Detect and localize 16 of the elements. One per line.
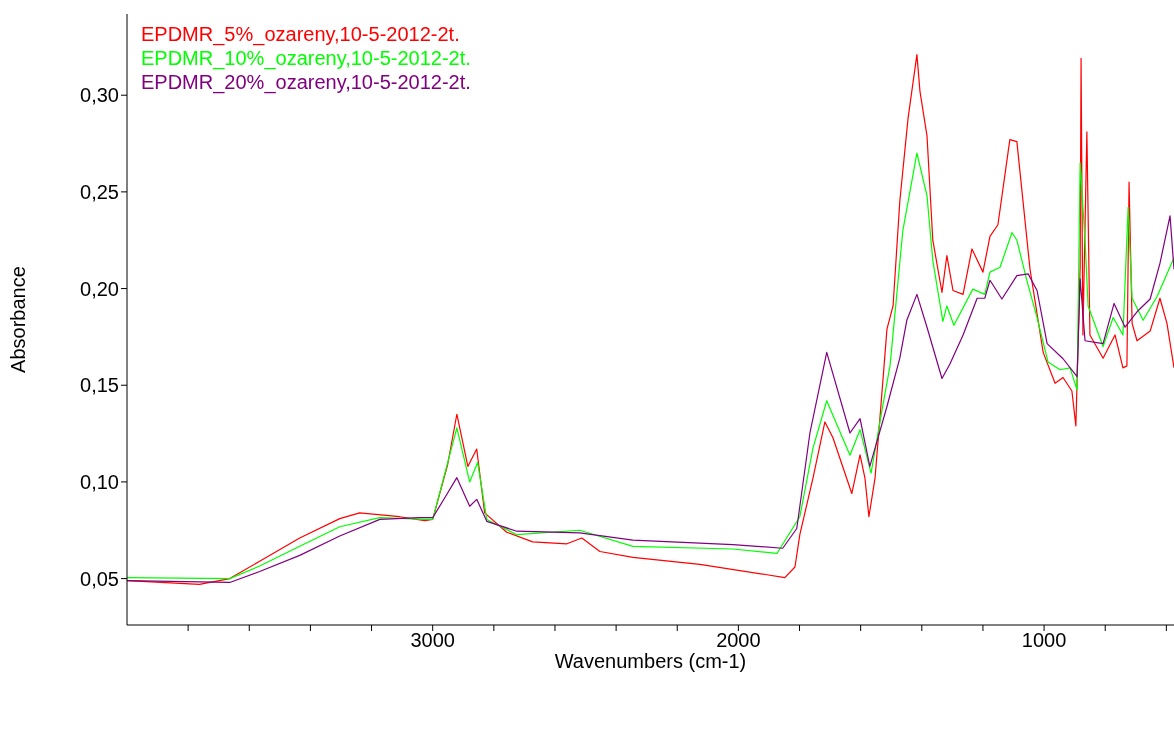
- x-tick-label: 3000: [410, 629, 455, 652]
- x-tick-label: 2000: [716, 629, 761, 652]
- x-axis-title: Wavenumbers (cm-1): [554, 650, 747, 672]
- y-tick-label: 0,10: [80, 471, 119, 494]
- x-tick-label: 1000: [1021, 629, 1067, 652]
- text: EPDMR_5%_ozareny,10-5-2012-2t.: [141, 22, 461, 46]
- y-axis-title: Absorbance: [7, 266, 30, 373]
- line-series: [127, 215, 1174, 584]
- y-tick-label: 0,25: [80, 180, 119, 203]
- y-tick-label: 0,20: [80, 277, 119, 300]
- y-tick-label: 0,15: [80, 374, 119, 397]
- y-tick-label: 0,05: [80, 567, 119, 590]
- text: EPDMR_20%_ozareny,10-5-2012-2t.: [141, 70, 471, 94]
- line-series: [127, 152, 1174, 580]
- text: EPDMR_10%_ozareny,10-5-2012-2t.: [141, 46, 471, 70]
- y-tick-label: 0,30: [80, 84, 119, 107]
